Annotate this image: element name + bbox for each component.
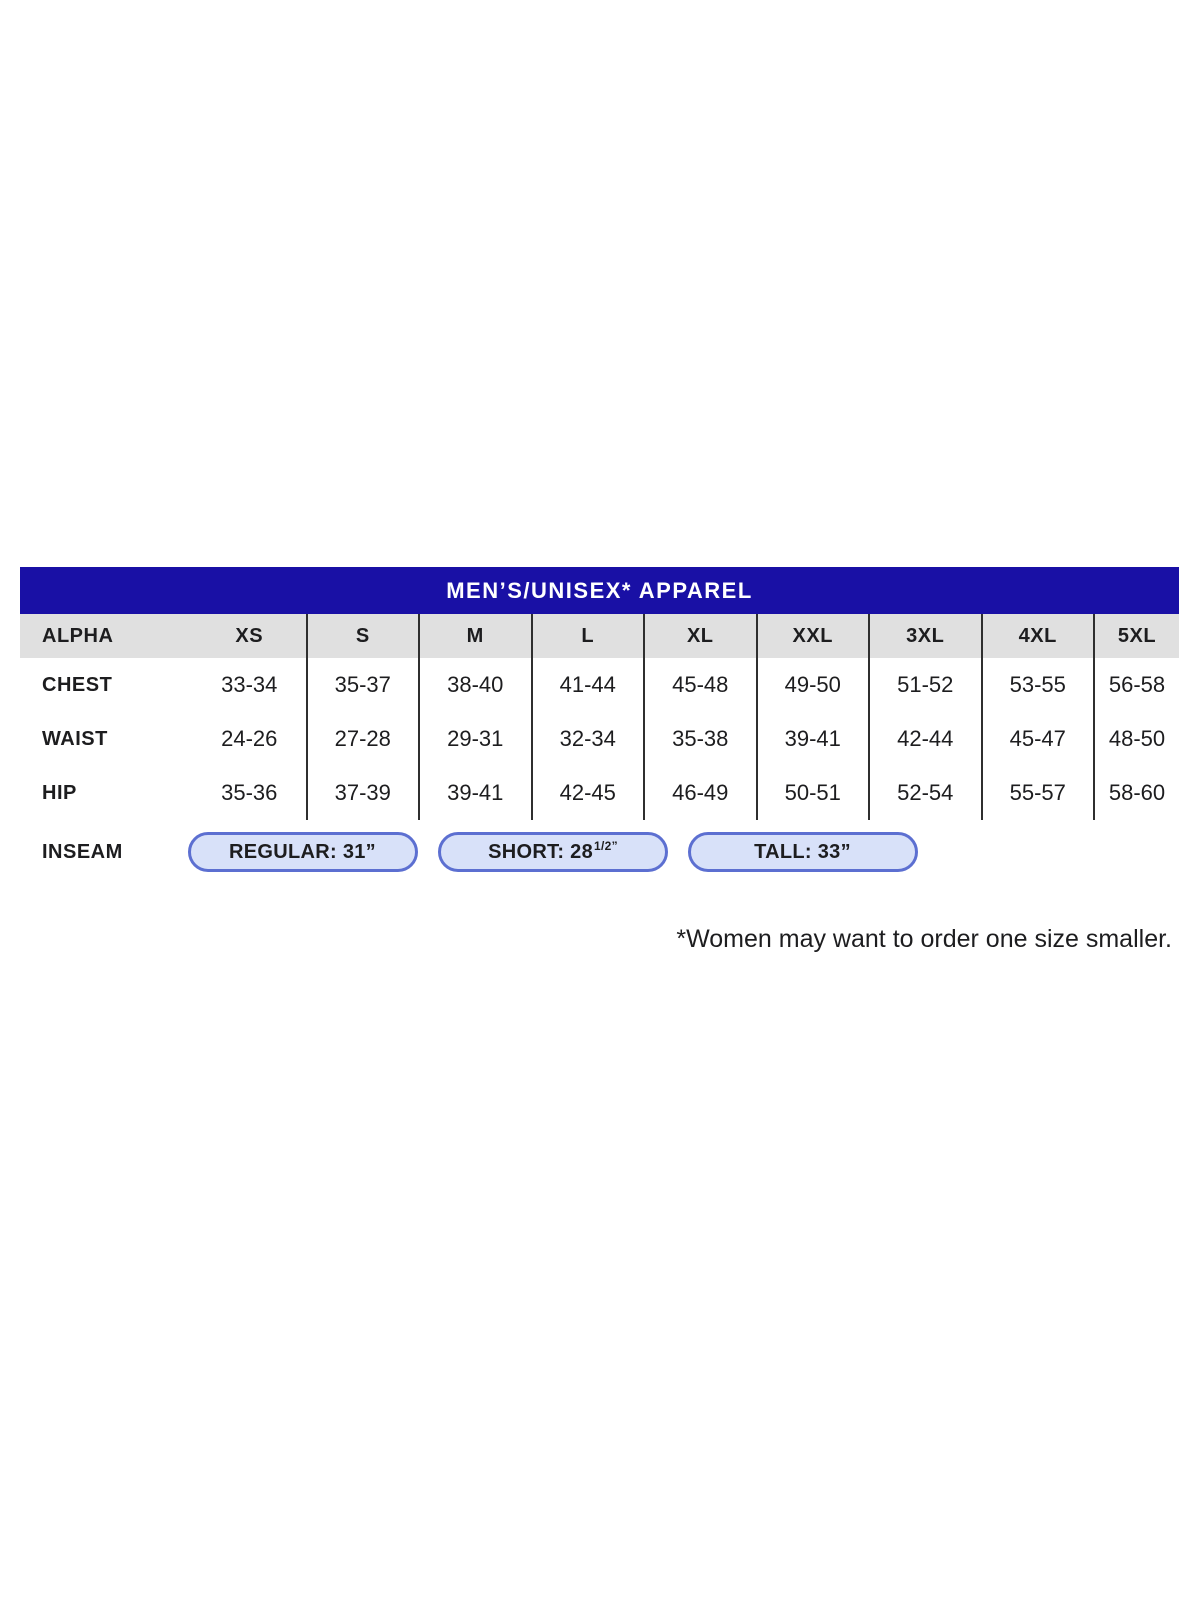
row-label-inseam: INSEAM bbox=[42, 840, 123, 863]
waist-xl: 35-38 bbox=[643, 712, 756, 766]
size-col-3xl: 3XL bbox=[868, 614, 981, 658]
inseam-pill-tall: TALL: 33” bbox=[688, 832, 918, 872]
table-row-chest: CHEST 33-34 35-37 38-40 41-44 45-48 49-5… bbox=[20, 658, 1179, 712]
hip-l: 42-45 bbox=[530, 766, 644, 820]
mens-unisex-apparel-size-chart: MEN’S/UNISEX* APPAREL ALPHA XS S M L XL … bbox=[20, 567, 1179, 872]
chest-xxl: 49-50 bbox=[755, 658, 869, 712]
size-col-xl: XL bbox=[643, 614, 756, 658]
table-row-hip: HIP 35-36 37-39 39-41 42-45 46-49 50-51 … bbox=[20, 766, 1179, 820]
waist-s: 27-28 bbox=[305, 712, 419, 766]
chest-5xl: 56-58 bbox=[1093, 658, 1179, 712]
header-label-alpha: ALPHA bbox=[42, 624, 114, 647]
hip-m: 39-41 bbox=[418, 766, 531, 820]
chest-m: 38-40 bbox=[418, 658, 531, 712]
inseam-tall-text: TALL: 33” bbox=[754, 840, 851, 863]
size-col-xxl: XXL bbox=[755, 614, 869, 658]
inseam-pill-short: SHORT: 28 1/2” bbox=[438, 832, 668, 872]
waist-xs: 24-26 bbox=[221, 726, 278, 751]
size-header-row: ALPHA XS S M L XL XXL 3XL 4XL 5XL bbox=[20, 614, 1179, 658]
chest-s: 35-37 bbox=[305, 658, 419, 712]
waist-4xl: 45-47 bbox=[980, 712, 1094, 766]
inseam-short-sup: 1/2” bbox=[594, 839, 618, 853]
inseam-short-text: SHORT: 28 bbox=[488, 840, 594, 863]
size-col-xs: XS bbox=[235, 624, 264, 647]
hip-xxl: 50-51 bbox=[755, 766, 869, 820]
hip-s: 37-39 bbox=[305, 766, 419, 820]
chest-xs: 33-34 bbox=[221, 672, 278, 697]
size-col-5xl: 5XL bbox=[1093, 614, 1179, 658]
hip-3xl: 52-54 bbox=[868, 766, 981, 820]
hip-5xl: 58-60 bbox=[1093, 766, 1179, 820]
size-col-m: M bbox=[418, 614, 531, 658]
chest-xl: 45-48 bbox=[643, 658, 756, 712]
waist-l: 32-34 bbox=[530, 712, 644, 766]
waist-3xl: 42-44 bbox=[868, 712, 981, 766]
chest-3xl: 51-52 bbox=[868, 658, 981, 712]
table-title: MEN’S/UNISEX* APPAREL bbox=[446, 577, 753, 603]
table-row-inseam: INSEAM REGULAR: 31” SHORT: 28 1/2” TALL:… bbox=[20, 832, 1179, 872]
row-label-waist: WAIST bbox=[42, 727, 108, 750]
hip-xl: 46-49 bbox=[643, 766, 756, 820]
hip-4xl: 55-57 bbox=[980, 766, 1094, 820]
waist-5xl: 48-50 bbox=[1093, 712, 1179, 766]
table-row-waist: WAIST 24-26 27-28 29-31 32-34 35-38 39-4… bbox=[20, 712, 1179, 766]
inseam-pill-regular: REGULAR: 31” bbox=[188, 832, 418, 872]
size-col-4xl: 4XL bbox=[980, 614, 1094, 658]
table-title-bar: MEN’S/UNISEX* APPAREL bbox=[20, 567, 1179, 614]
waist-m: 29-31 bbox=[418, 712, 531, 766]
inseam-regular-text: REGULAR: 31” bbox=[229, 840, 376, 863]
hip-xs: 35-36 bbox=[221, 780, 278, 805]
waist-xxl: 39-41 bbox=[755, 712, 869, 766]
size-col-s: S bbox=[305, 614, 419, 658]
chest-l: 41-44 bbox=[530, 658, 644, 712]
size-col-l: L bbox=[530, 614, 644, 658]
chest-4xl: 53-55 bbox=[980, 658, 1094, 712]
row-label-chest: CHEST bbox=[42, 673, 113, 696]
footnote: *Women may want to order one size smalle… bbox=[676, 925, 1172, 953]
row-label-hip: HIP bbox=[42, 781, 77, 804]
